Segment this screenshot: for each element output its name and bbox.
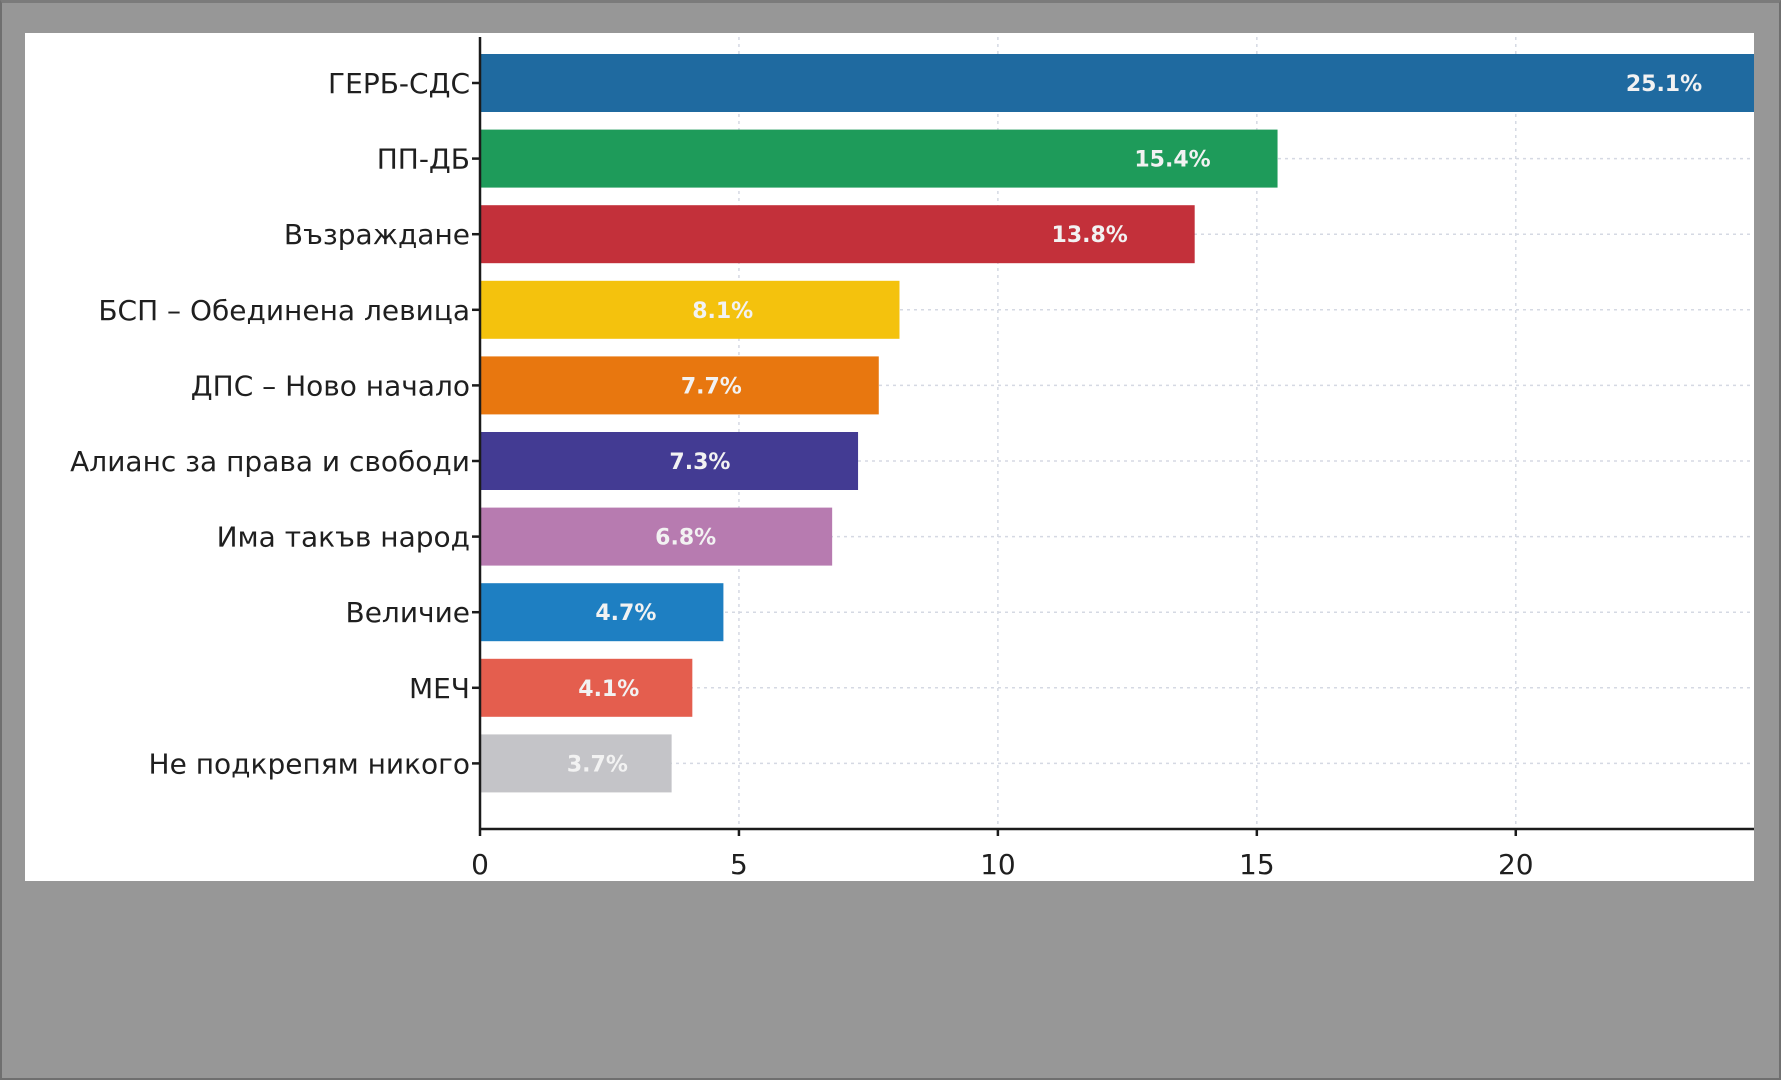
x-tick-label: 5 xyxy=(730,848,748,881)
data-label: 13.8% xyxy=(1052,223,1128,248)
data-label: 3.7% xyxy=(567,752,628,777)
category-label: ДПС – Ново начало xyxy=(191,369,470,402)
category-label: Възраждане xyxy=(284,218,470,251)
category-labels: ГЕРБ-СДС ПП-ДБ Възраждане БСП – Обединена л… xyxy=(70,67,470,780)
category-label: ПП-ДБ xyxy=(377,143,470,176)
bar xyxy=(480,280,900,339)
bar xyxy=(480,205,1195,264)
bar xyxy=(480,734,672,793)
data-label: 7.3% xyxy=(669,450,730,475)
category-label: Не подкрепям никого xyxy=(149,747,470,780)
data-label: 8.1% xyxy=(692,299,753,324)
bar-series xyxy=(480,54,1754,793)
bar xyxy=(480,356,879,415)
category-label: Има такъв народ xyxy=(217,521,470,554)
bar xyxy=(480,507,833,566)
bar xyxy=(480,54,1754,112)
x-tick-label: 20 xyxy=(1498,848,1534,881)
data-label: 4.1% xyxy=(578,677,639,702)
bar xyxy=(480,583,724,642)
bar xyxy=(480,658,693,717)
axes xyxy=(472,37,1754,836)
data-label: 15.4% xyxy=(1134,148,1210,173)
data-label: 25.1% xyxy=(1626,72,1702,97)
x-tick-label: 10 xyxy=(980,848,1016,881)
category-label: МЕЧ xyxy=(409,672,470,705)
bar xyxy=(480,432,859,490)
data-label: 7.7% xyxy=(681,374,742,399)
category-label: БСП – Обединена левица xyxy=(98,294,470,327)
x-tick-label: 15 xyxy=(1239,848,1275,881)
x-tick-labels: 0 5 10 15 20 xyxy=(471,848,1534,881)
data-label: 6.8% xyxy=(655,526,716,551)
x-tick-label: 0 xyxy=(471,848,489,881)
data-labels: 25.1% 15.4% 13.8% 8.1% 7.7% 7.3% 6.8% 4.7% 4.1% 3… xyxy=(567,72,1702,777)
data-label: 4.7% xyxy=(595,601,656,626)
category-label: ГЕРБ-СДС xyxy=(328,67,470,100)
bar xyxy=(480,129,1278,188)
category-label: Алианс за права и свободи xyxy=(70,445,470,478)
category-label: Величие xyxy=(346,596,471,629)
